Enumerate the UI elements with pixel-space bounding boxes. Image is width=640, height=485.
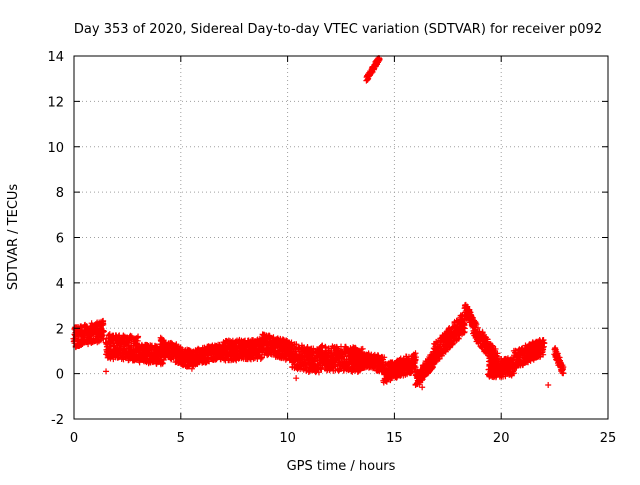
- grid-lines: [74, 56, 608, 419]
- data-point: [449, 341, 456, 348]
- y-tick-label: 2: [56, 322, 64, 337]
- data-point: [267, 350, 274, 357]
- data-point: [319, 343, 326, 350]
- x-tick-label: 20: [493, 431, 510, 446]
- data-point: [472, 320, 479, 327]
- x-tick-label: 5: [177, 431, 185, 446]
- x-tick-label: 15: [386, 431, 403, 446]
- data-point: [329, 343, 336, 350]
- axis-ticks: 0 5 10 15 20 25 -2 0 2 4 6 8 10 12 14: [47, 50, 616, 446]
- data-point: [539, 344, 546, 351]
- data-point: [412, 350, 419, 357]
- data-point: [419, 384, 426, 391]
- data-point: [474, 324, 481, 331]
- x-tick-label: 10: [279, 431, 296, 446]
- chart-title: Day 353 of 2020, Sidereal Day-to-day VTE…: [74, 22, 602, 37]
- data-point: [293, 341, 300, 348]
- data-point: [159, 360, 166, 367]
- data-point: [381, 354, 388, 361]
- data-point: [560, 370, 567, 377]
- x-tick-label: 0: [70, 431, 78, 446]
- data-point: [541, 340, 548, 347]
- x-tick-label: 25: [600, 431, 617, 446]
- y-tick-label: 0: [56, 368, 64, 383]
- data-point: [411, 360, 418, 367]
- y-tick-label: 4: [56, 277, 64, 292]
- data-point: [100, 328, 107, 335]
- data-point: [473, 321, 480, 328]
- data-point: [103, 368, 110, 375]
- data-point: [305, 368, 312, 375]
- data-point: [100, 327, 107, 334]
- data-point: [315, 369, 322, 376]
- data-point: [540, 336, 547, 343]
- data-point: [560, 364, 567, 371]
- data-point: [461, 321, 468, 328]
- y-tick-label: 12: [47, 95, 64, 110]
- data-point: [455, 335, 462, 342]
- y-tick-label: 6: [56, 232, 64, 247]
- data-point: [492, 345, 499, 352]
- data-point: [293, 375, 300, 382]
- x-axis-label: GPS time / hours: [287, 459, 396, 474]
- y-tick-label: 8: [56, 186, 64, 201]
- data-point: [412, 364, 419, 371]
- data-point: [494, 350, 501, 357]
- data-point: [134, 337, 141, 344]
- data-point: [304, 344, 311, 351]
- data-point: [540, 351, 547, 358]
- data-points: [70, 54, 567, 391]
- data-point: [376, 56, 383, 63]
- data-point: [545, 381, 552, 388]
- y-tick-label: 14: [47, 50, 64, 65]
- y-axis-label: SDTVAR / TECUs: [6, 184, 21, 291]
- y-tick-label: 10: [47, 141, 64, 156]
- data-point: [100, 317, 107, 324]
- y-tick-label: -2: [51, 413, 64, 428]
- data-point: [270, 334, 277, 341]
